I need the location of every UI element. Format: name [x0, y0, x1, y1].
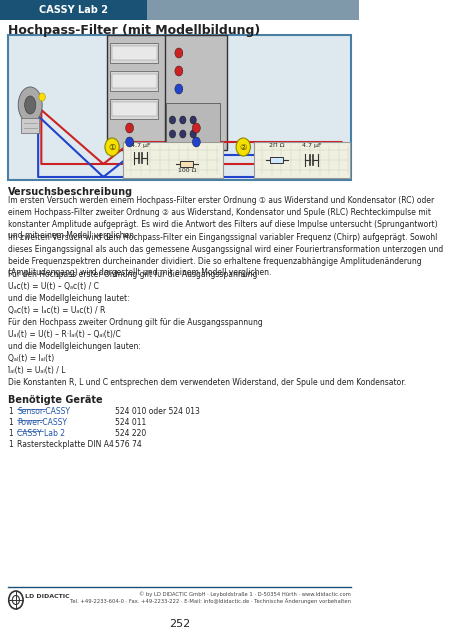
- Circle shape: [39, 93, 45, 101]
- Circle shape: [105, 138, 119, 156]
- Bar: [112, 46, 156, 60]
- Text: CASSY Lab 2: CASSY Lab 2: [38, 5, 107, 15]
- Text: Uₐc(t) = U(t) – Qₐc(t) / C: Uₐc(t) = U(t) – Qₐc(t) / C: [8, 282, 99, 291]
- Text: CASSY Lab 2: CASSY Lab 2: [18, 429, 65, 438]
- Bar: [8, 35, 350, 180]
- Text: Benötigte Geräte: Benötigte Geräte: [8, 395, 102, 405]
- Bar: [270, 157, 282, 163]
- Text: 1: 1: [8, 407, 13, 416]
- Circle shape: [125, 123, 133, 133]
- Text: und die Modellgleichungen lauten:: und die Modellgleichungen lauten:: [8, 342, 141, 351]
- Text: 524 010 oder 524 013: 524 010 oder 524 013: [115, 407, 200, 416]
- Text: Im zweiten Versuch wird dem Hochpass-Filter ein Eingangssignal variabler Frequen: Im zweiten Versuch wird dem Hochpass-Fil…: [8, 233, 442, 277]
- Text: 1: 1: [8, 440, 13, 449]
- Circle shape: [235, 138, 250, 156]
- Circle shape: [192, 123, 200, 133]
- Text: ②: ②: [239, 143, 246, 152]
- Text: 524 220: 524 220: [115, 429, 146, 438]
- Bar: [112, 74, 156, 88]
- Bar: [110, 71, 158, 91]
- Text: Q̇ₐc(t) = Iₐc(t) = Uₐc(t) / R: Q̇ₐc(t) = Iₐc(t) = Uₐc(t) / R: [8, 306, 105, 315]
- Circle shape: [192, 137, 200, 147]
- Text: 4.7 µF: 4.7 µF: [301, 143, 321, 148]
- Bar: [0, 0, 147, 20]
- Bar: [254, 142, 349, 178]
- Circle shape: [169, 130, 175, 138]
- Circle shape: [179, 130, 186, 138]
- Text: Sensor-CASSY: Sensor-CASSY: [18, 407, 70, 416]
- Text: Uₐₗ(t) = U(t) – R·Iₐₗ(t) – Qₐₗ(t)/C: Uₐₗ(t) = U(t) – R·Iₐₗ(t) – Qₐₗ(t)/C: [8, 330, 120, 339]
- Text: 252: 252: [169, 619, 190, 629]
- Text: 1: 1: [8, 429, 13, 438]
- Text: 2П Ω: 2П Ω: [268, 143, 284, 148]
- Circle shape: [179, 116, 186, 124]
- Text: und die Modellgleichung lautet:: und die Modellgleichung lautet:: [8, 294, 129, 303]
- Text: Tel. +49-2233-604-0 · Fax. +49-2233-222 · E-Mail: info@ldidactic.de · Technische: Tel. +49-2233-604-0 · Fax. +49-2233-222 …: [70, 598, 350, 604]
- Text: Hochpass-Filter (mit Modellbildung): Hochpass-Filter (mit Modellbildung): [8, 24, 260, 36]
- Circle shape: [189, 116, 196, 124]
- Circle shape: [125, 137, 133, 147]
- Text: 100 Ω: 100 Ω: [177, 168, 196, 173]
- Text: İₐₗ(t) = Uₐₗ(t) / L: İₐₗ(t) = Uₐₗ(t) / L: [8, 366, 65, 375]
- Text: Im ersten Versuch werden einem Hochpass-Filter erster Ordnung ① aus Widerstand u: Im ersten Versuch werden einem Hochpass-…: [8, 196, 437, 241]
- Bar: [110, 43, 158, 63]
- Text: Für den Hochpass zweiter Ordnung gilt für die Ausgangsspannung: Für den Hochpass zweiter Ordnung gilt fü…: [8, 318, 262, 327]
- Circle shape: [175, 84, 182, 94]
- Bar: [147, 0, 359, 20]
- Text: Q̇ₐₗ(t) = Iₐₗ(t): Q̇ₐₗ(t) = Iₐₗ(t): [8, 354, 54, 363]
- Circle shape: [189, 130, 196, 138]
- Text: Für den Hochpass erster Ordnung gilt für die Ausgangsspannung: Für den Hochpass erster Ordnung gilt für…: [8, 270, 257, 279]
- Text: 524 011: 524 011: [115, 418, 146, 427]
- Bar: [123, 142, 222, 178]
- Text: © by LD DIDACTIC GmbH · Leyboldstraße 1 · D-50354 Hürth · www.ldidactic.com: © by LD DIDACTIC GmbH · Leyboldstraße 1 …: [139, 591, 350, 597]
- Ellipse shape: [18, 87, 42, 123]
- Text: 4.7 µF: 4.7 µF: [131, 143, 150, 148]
- Bar: [112, 102, 156, 116]
- Text: Power-CASSY: Power-CASSY: [18, 418, 67, 427]
- Text: 1: 1: [8, 418, 13, 427]
- Text: Rastersteckplatte DIN A4: Rastersteckplatte DIN A4: [18, 440, 114, 449]
- Text: ①: ①: [108, 143, 115, 152]
- Text: LD DIDACTIC: LD DIDACTIC: [25, 595, 70, 600]
- Bar: [110, 99, 158, 119]
- Text: Die Konstanten R, L und C entsprechen dem verwendeten Widerstand, der Spule und : Die Konstanten R, L und C entsprechen de…: [8, 378, 405, 387]
- Bar: [21, 118, 39, 133]
- Circle shape: [175, 66, 182, 76]
- Circle shape: [175, 48, 182, 58]
- Bar: [180, 161, 193, 167]
- Circle shape: [169, 116, 175, 124]
- Text: Versuchsbeschreibung: Versuchsbeschreibung: [8, 187, 133, 197]
- Bar: [166, 103, 220, 145]
- Ellipse shape: [25, 96, 36, 114]
- Text: 576 74: 576 74: [115, 440, 142, 449]
- Bar: [107, 35, 226, 150]
